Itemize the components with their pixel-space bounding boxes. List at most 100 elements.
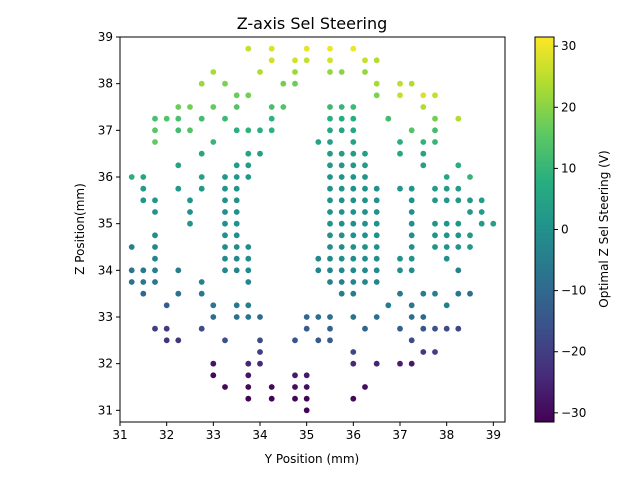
data-point	[210, 314, 217, 320]
data-point	[420, 139, 427, 145]
data-point	[432, 139, 438, 145]
data-point	[198, 325, 205, 332]
data-point	[140, 290, 147, 297]
data-point	[187, 104, 193, 110]
data-point	[222, 244, 228, 250]
data-point	[233, 104, 240, 110]
data-point	[222, 115, 228, 122]
data-point	[373, 255, 380, 262]
data-point	[350, 349, 357, 355]
data-point	[338, 279, 345, 285]
data-point	[420, 290, 427, 297]
data-point	[257, 360, 263, 367]
data-point	[455, 267, 462, 274]
data-point	[210, 69, 217, 75]
data-point	[327, 255, 333, 262]
data-point	[408, 185, 415, 192]
data-point	[408, 209, 415, 215]
data-point	[327, 232, 333, 239]
data-point	[350, 314, 357, 320]
data-point	[397, 267, 403, 274]
data-point	[373, 185, 380, 192]
data-point	[443, 197, 450, 204]
data-point	[432, 185, 438, 192]
data-point	[210, 360, 217, 367]
data-point	[432, 232, 438, 239]
data-point	[478, 197, 485, 204]
data-point	[350, 139, 357, 145]
data-point	[350, 255, 357, 262]
data-point	[373, 197, 380, 204]
data-point	[350, 209, 357, 215]
data-point	[152, 325, 158, 332]
data-point	[338, 232, 345, 239]
colorbar-tick-label: −20	[561, 345, 586, 359]
data-point	[128, 174, 135, 180]
data-point	[163, 337, 170, 344]
data-point	[198, 150, 205, 157]
data-point	[350, 127, 357, 134]
data-point	[478, 220, 485, 227]
data-point	[222, 209, 228, 215]
x-tick-label: 32	[159, 428, 174, 442]
data-point	[128, 267, 135, 274]
data-point	[338, 185, 345, 192]
data-point	[292, 384, 298, 390]
data-point	[210, 372, 217, 379]
data-point	[152, 279, 158, 285]
data-point	[222, 232, 228, 239]
data-point	[338, 290, 345, 297]
y-tick-label: 33	[98, 310, 113, 324]
data-point	[432, 127, 438, 134]
data-point	[187, 220, 193, 227]
data-point	[327, 220, 333, 227]
data-point	[268, 104, 275, 110]
data-point	[152, 115, 158, 122]
data-point	[443, 174, 450, 180]
x-axis-label: Y Position (mm)	[264, 452, 359, 466]
data-point	[140, 279, 147, 285]
data-point	[327, 139, 333, 145]
data-point	[373, 314, 380, 320]
data-point	[362, 220, 368, 227]
data-point	[222, 337, 228, 344]
data-point	[268, 384, 275, 390]
data-point	[257, 349, 263, 355]
data-point	[327, 197, 333, 204]
data-point	[245, 255, 252, 262]
y-tick-label: 38	[98, 77, 113, 91]
data-point	[373, 92, 380, 99]
data-point	[175, 104, 182, 110]
data-point	[420, 150, 427, 157]
data-point	[257, 69, 263, 75]
data-point	[233, 244, 240, 250]
data-point	[327, 150, 333, 157]
data-point	[268, 395, 275, 402]
data-point	[350, 232, 357, 239]
data-point	[373, 267, 380, 274]
data-point	[362, 255, 368, 262]
data-point	[362, 232, 368, 239]
data-point	[152, 232, 158, 239]
data-point	[443, 185, 450, 192]
data-point	[432, 197, 438, 204]
data-point	[362, 150, 368, 157]
data-point	[233, 185, 240, 192]
data-point	[467, 232, 473, 239]
data-point	[443, 220, 450, 227]
data-point	[210, 104, 217, 110]
data-point	[362, 197, 368, 204]
data-point	[327, 185, 333, 192]
data-point	[327, 267, 333, 274]
data-point	[455, 325, 462, 332]
data-point	[257, 314, 263, 320]
data-point	[175, 267, 182, 274]
data-point	[350, 104, 357, 110]
data-point	[397, 255, 403, 262]
y-tick-label: 34	[98, 263, 113, 277]
plot-frame	[119, 36, 506, 423]
data-point	[303, 57, 310, 64]
data-point	[233, 162, 240, 169]
data-point	[385, 115, 392, 122]
data-point	[420, 325, 427, 332]
